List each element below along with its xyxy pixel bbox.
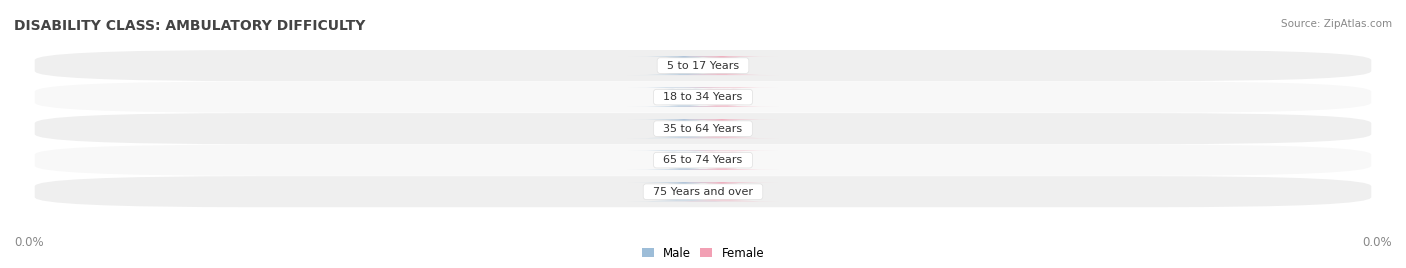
Text: 35 to 64 Years: 35 to 64 Years: [657, 124, 749, 134]
Text: 0.0%: 0.0%: [14, 236, 44, 249]
Text: 0.0%: 0.0%: [669, 155, 699, 165]
Text: DISABILITY CLASS: AMBULATORY DIFFICULTY: DISABILITY CLASS: AMBULATORY DIFFICULTY: [14, 19, 366, 33]
Text: 0.0%: 0.0%: [707, 155, 737, 165]
FancyBboxPatch shape: [627, 182, 741, 201]
Text: 0.0%: 0.0%: [669, 92, 699, 102]
FancyBboxPatch shape: [35, 50, 1371, 81]
Text: 65 to 74 Years: 65 to 74 Years: [657, 155, 749, 165]
Text: 75 Years and over: 75 Years and over: [645, 187, 761, 197]
FancyBboxPatch shape: [665, 88, 779, 107]
FancyBboxPatch shape: [665, 182, 779, 201]
FancyBboxPatch shape: [627, 56, 741, 75]
FancyBboxPatch shape: [627, 119, 741, 138]
Text: 0.0%: 0.0%: [707, 92, 737, 102]
Text: Source: ZipAtlas.com: Source: ZipAtlas.com: [1281, 19, 1392, 29]
Text: 0.0%: 0.0%: [1362, 236, 1392, 249]
FancyBboxPatch shape: [627, 151, 741, 170]
FancyBboxPatch shape: [35, 176, 1371, 207]
FancyBboxPatch shape: [665, 119, 779, 138]
Text: 0.0%: 0.0%: [669, 61, 699, 70]
Text: 5 to 17 Years: 5 to 17 Years: [659, 61, 747, 70]
Text: 0.0%: 0.0%: [707, 61, 737, 70]
FancyBboxPatch shape: [35, 81, 1371, 113]
Text: 18 to 34 Years: 18 to 34 Years: [657, 92, 749, 102]
Text: 0.0%: 0.0%: [669, 124, 699, 134]
Text: 0.0%: 0.0%: [669, 187, 699, 197]
Text: 0.0%: 0.0%: [707, 187, 737, 197]
Text: 0.0%: 0.0%: [707, 124, 737, 134]
FancyBboxPatch shape: [665, 56, 779, 75]
FancyBboxPatch shape: [627, 88, 741, 107]
Legend: Male, Female: Male, Female: [637, 242, 769, 264]
FancyBboxPatch shape: [665, 151, 779, 170]
FancyBboxPatch shape: [35, 113, 1371, 144]
FancyBboxPatch shape: [35, 145, 1371, 176]
